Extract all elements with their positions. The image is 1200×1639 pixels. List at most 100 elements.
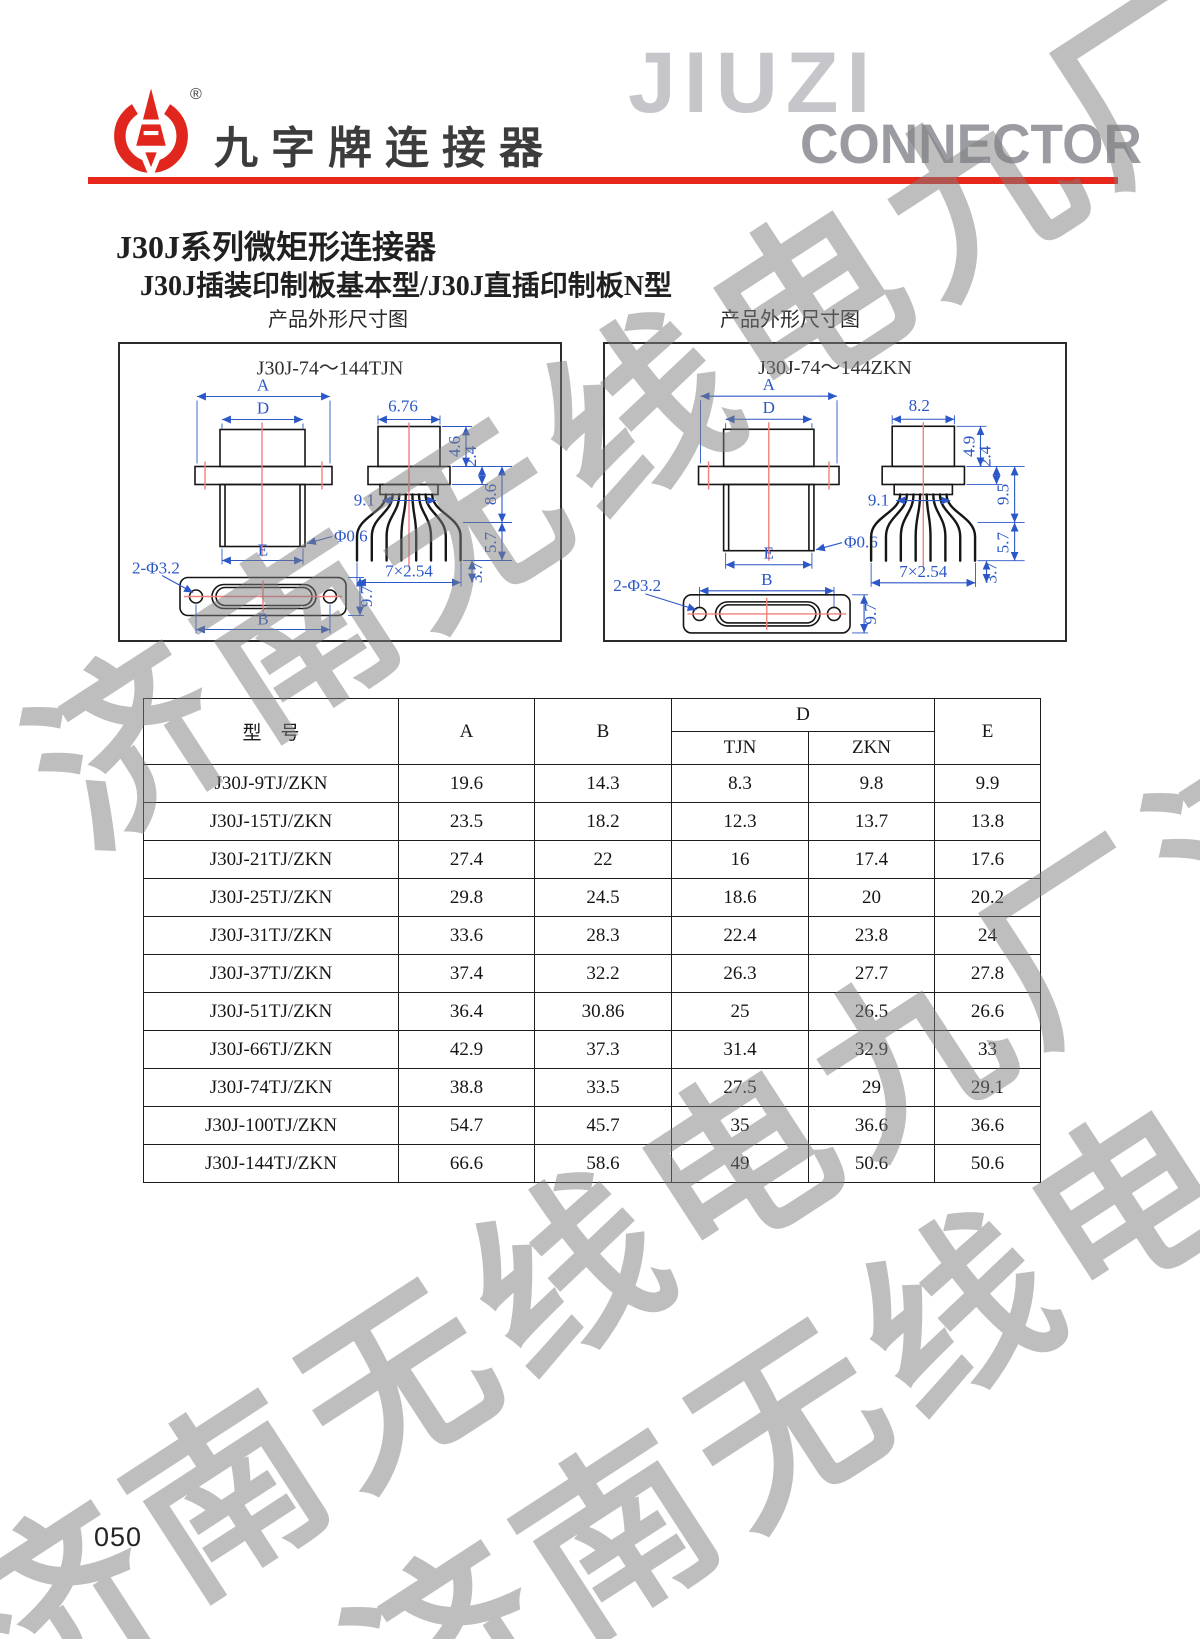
cell-zkn: 36.6: [808, 1106, 935, 1145]
cell-zkn: 20: [808, 878, 935, 917]
dim-E: E: [258, 541, 268, 560]
dim-B: B: [257, 610, 268, 629]
cell-b: 14.3: [534, 764, 672, 803]
cell-b: 37.3: [534, 1030, 672, 1069]
cell-b: 22: [534, 840, 672, 879]
cell-e: 24: [934, 916, 1041, 955]
cell-zkn: 9.8: [808, 764, 935, 803]
dim-tail: 3.7: [982, 562, 1001, 584]
cell-a: 37.4: [398, 954, 535, 993]
dim-holes: 2-Φ3.2: [613, 576, 661, 595]
figure-title-tjn: J30J-74～144TJN: [257, 358, 404, 380]
cell-b: 18.2: [534, 802, 672, 841]
cell-a: 29.8: [398, 878, 535, 917]
cell-model: J30J-66TJ/ZKN: [143, 1030, 399, 1069]
table-row: J30J-74TJ/ZKN 38.8 33.5 27.5 29 29.1: [143, 1068, 1041, 1107]
zkn-side-view: 8.2 9.1 7×2.54 4.9 2.4 9.5 5.7: [868, 396, 1025, 587]
cell-model: J30J-144TJ/ZKN: [143, 1144, 399, 1183]
registered-mark: ®: [190, 86, 202, 103]
table-row: J30J-144TJ/ZKN 66.6 58.6 49 50.6 50.6: [143, 1144, 1041, 1183]
table-row: J30J-31TJ/ZKN 33.6 28.3 22.4 23.8 24: [143, 916, 1041, 955]
table-row: J30J-9TJ/ZKN 19.6 14.3 8.3 9.8 9.9: [143, 764, 1041, 803]
dim-h1: 4.9: [959, 436, 978, 457]
cell-a: 23.5: [398, 802, 535, 841]
cell-zkn: 13.7: [808, 802, 935, 841]
col-header-zkn: ZKN: [808, 731, 935, 765]
dim-B: B: [761, 570, 772, 589]
brand-name-connector: CONNECTOR: [800, 112, 1142, 175]
cell-e: 9.9: [934, 764, 1041, 803]
cell-e: 33: [934, 1030, 1041, 1069]
cell-e: 36.6: [934, 1106, 1041, 1145]
cell-a: 33.6: [398, 916, 535, 955]
table-row: J30J-25TJ/ZKN 29.8 24.5 18.6 20 20.2: [143, 878, 1041, 917]
cell-model: J30J-37TJ/ZKN: [143, 954, 399, 993]
page-title: J30J系列微矩形连接器: [116, 229, 437, 265]
dim-pitch: 7×2.54: [385, 562, 433, 581]
figure-caption-left: 产品外形尺寸图: [268, 309, 408, 331]
brand-name-chinese: 九字牌连接器: [214, 124, 556, 173]
cell-e: 20.2: [934, 878, 1041, 917]
cell-zkn: 27.7: [808, 954, 935, 993]
cell-b: 32.2: [534, 954, 672, 993]
cell-b: 45.7: [534, 1106, 672, 1145]
dim-r1: 9.5: [994, 484, 1013, 505]
dim-r1: 8.6: [481, 484, 500, 505]
col-header-b: B: [534, 698, 672, 765]
cell-a: 54.7: [398, 1106, 535, 1145]
col-header-e: E: [934, 698, 1041, 765]
cell-model: J30J-15TJ/ZKN: [143, 802, 399, 841]
cell-model: J30J-31TJ/ZKN: [143, 916, 399, 955]
cell-model: J30J-21TJ/ZKN: [143, 840, 399, 879]
cell-model: J30J-9TJ/ZKN: [143, 764, 399, 803]
cell-tjn: 22.4: [671, 916, 809, 955]
figure-title-zkn: J30J-74～144ZKN: [758, 357, 912, 379]
zkn-bottom-view: B 2-Φ3.2 9.7: [613, 570, 880, 634]
cell-tjn: 31.4: [671, 1030, 809, 1069]
table-row: J30J-37TJ/ZKN 37.4 32.2 26.3 27.7 27.8: [143, 954, 1041, 993]
dim-top-width: 8.2: [909, 396, 930, 415]
cell-model: J30J-74TJ/ZKN: [143, 1068, 399, 1107]
dim-D: D: [257, 399, 269, 418]
dim-A: A: [763, 375, 776, 394]
cell-e: 26.6: [934, 992, 1041, 1031]
tjn-front-view: A D E Φ0.6: [194, 376, 368, 565]
dim-D: D: [763, 398, 775, 417]
logo-spire: [136, 88, 166, 168]
cell-zkn: 23.8: [808, 916, 935, 955]
cell-tjn: 18.6: [671, 878, 809, 917]
dim-tail: 3.7: [467, 561, 486, 583]
cell-tjn: 49: [671, 1144, 809, 1183]
col-header-model: 型 号: [143, 698, 399, 765]
cell-b: 33.5: [534, 1068, 672, 1107]
cell-b: 28.3: [534, 916, 672, 955]
cell-tjn: 26.3: [671, 954, 809, 993]
cell-zkn: 29: [808, 1068, 935, 1107]
table-row: J30J-51TJ/ZKN 36.4 30.86 25 26.5 26.6: [143, 992, 1041, 1031]
cell-model: J30J-100TJ/ZKN: [143, 1106, 399, 1145]
dimension-table: 型 号 A B D E TJN ZKN J30J-9TJ/ZKN 19.6 14…: [143, 698, 1041, 1183]
header-divider: [88, 177, 1118, 184]
dim-A: A: [257, 376, 270, 395]
cell-e: 27.8: [934, 954, 1041, 993]
cell-model: J30J-51TJ/ZKN: [143, 992, 399, 1031]
cell-zkn: 32.9: [808, 1030, 935, 1069]
cell-e: 17.6: [934, 840, 1041, 879]
tjn-side-view: 6.76 9.1 7×2.54 4.6 2.4 8.6 5.7: [354, 397, 512, 587]
cell-zkn: 17.4: [808, 840, 935, 879]
dim-pin-dia: Φ0.6: [844, 533, 878, 552]
brand-logo-icon: [114, 86, 188, 182]
table-row: J30J-15TJ/ZKN 23.5 18.2 12.3 13.7 13.8: [143, 802, 1041, 841]
cell-a: 42.9: [398, 1030, 535, 1069]
dim-h2: 2.4: [976, 445, 995, 467]
dim-r2: 5.7: [481, 531, 500, 553]
cell-tjn: 8.3: [671, 764, 809, 803]
dim-height: 9.7: [357, 585, 376, 607]
cell-model: J30J-25TJ/ZKN: [143, 878, 399, 917]
cell-zkn: 50.6: [808, 1144, 935, 1183]
dim-holes: 2-Φ3.2: [132, 559, 180, 578]
figure-caption-right: 产品外形尺寸图: [720, 309, 860, 331]
cell-a: 66.6: [398, 1144, 535, 1183]
cell-tjn: 12.3: [671, 802, 809, 841]
